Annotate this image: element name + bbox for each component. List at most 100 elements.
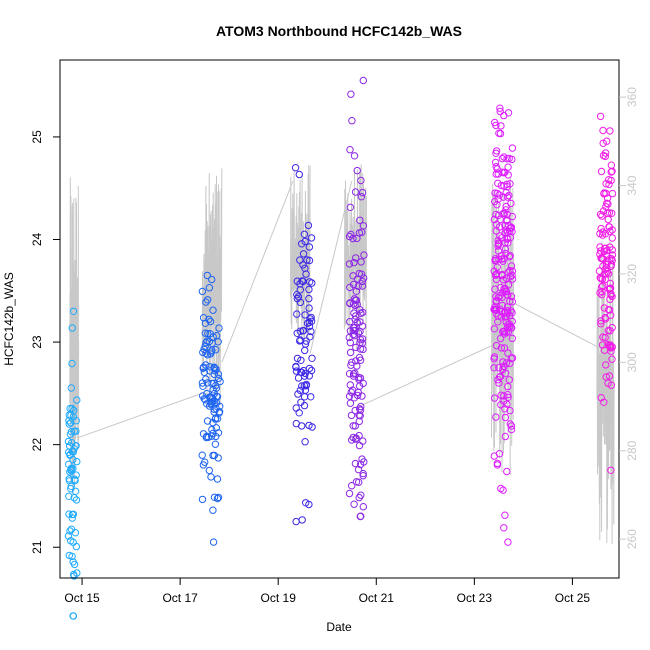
data-point (70, 445, 78, 453)
data-point (298, 382, 306, 390)
data-point (499, 358, 507, 366)
data-point (301, 438, 309, 446)
data-point (350, 309, 358, 317)
data-point (507, 422, 516, 430)
data-point (307, 327, 315, 336)
data-point (503, 467, 511, 476)
data-point (607, 161, 616, 169)
data-point (68, 359, 76, 368)
data-point (501, 209, 509, 218)
y2-tick-label: 280 (625, 440, 639, 460)
data-point (64, 437, 73, 446)
data-point (301, 386, 310, 394)
data-point (308, 354, 316, 362)
data-point (298, 240, 306, 248)
data-point (212, 384, 221, 392)
data-point (600, 190, 608, 198)
data-point (602, 180, 610, 188)
data-point (209, 506, 217, 514)
data-point (69, 510, 78, 518)
data-point (345, 392, 354, 400)
data-point (345, 232, 354, 241)
y-tick-label: 25 (30, 130, 44, 144)
data-point (349, 280, 358, 289)
data-point (66, 451, 74, 459)
data-point (202, 375, 210, 383)
data-point (508, 155, 516, 164)
data-point (304, 221, 313, 230)
data-point (206, 317, 215, 326)
data-point (65, 492, 73, 500)
data-point (602, 244, 610, 252)
data-point (307, 234, 316, 242)
data-point (357, 258, 365, 266)
data-point (607, 176, 615, 185)
data-point (212, 399, 221, 407)
data-point (606, 295, 614, 304)
altitude-transit-line (358, 344, 495, 407)
data-point (598, 341, 607, 349)
data-point (608, 234, 616, 242)
data-point (597, 317, 605, 325)
data-point (608, 251, 617, 259)
data-point (493, 201, 501, 209)
data-point (213, 475, 222, 483)
data-point (607, 311, 615, 319)
data-point (203, 271, 212, 280)
data-point (490, 305, 498, 314)
data-point (496, 107, 504, 116)
data-point (599, 126, 607, 135)
data-point (501, 284, 509, 293)
data-point (357, 491, 365, 499)
y-tick-label: 24 (30, 233, 44, 247)
data-point (491, 271, 500, 279)
data-point (607, 290, 615, 298)
data-point (346, 348, 355, 357)
data-point (504, 382, 512, 391)
data-point (506, 420, 514, 428)
data-point (359, 472, 367, 480)
data-point (603, 251, 611, 260)
data-point (349, 372, 358, 380)
y-tick-label: 22 (30, 438, 44, 452)
altitude-trace (69, 177, 80, 494)
data-point (595, 267, 604, 275)
data-point (212, 346, 220, 354)
data-point (493, 270, 501, 278)
data-point (506, 297, 514, 305)
data-point (603, 194, 612, 202)
x-tick-label: Oct 25 (555, 591, 591, 605)
data-point (346, 318, 354, 326)
data-point (356, 356, 365, 364)
data-point (203, 417, 212, 425)
data-point (597, 254, 605, 262)
data-point (501, 405, 509, 413)
data-point (198, 287, 207, 296)
data-point (353, 234, 361, 243)
data-point (500, 153, 508, 161)
data-point (292, 404, 300, 412)
data-point (507, 324, 516, 332)
data-point (293, 354, 302, 363)
data-point (204, 329, 212, 338)
data-point (359, 379, 367, 388)
data-point (305, 243, 314, 251)
data-point (213, 414, 222, 423)
data-point (352, 254, 360, 262)
data-point (351, 406, 359, 415)
data-point (293, 310, 301, 318)
y2-tick-label: 340 (625, 175, 639, 195)
data-point (500, 397, 508, 405)
data-point (501, 369, 510, 377)
data-point (203, 337, 211, 345)
data-point (358, 322, 367, 330)
x-axis: Oct 15 Oct 17 Oct 19 Oct 21 Oct 23 Oct 25 (64, 577, 591, 605)
data-point (305, 304, 313, 312)
data-point (305, 372, 313, 380)
data-point (494, 195, 502, 203)
data-point (501, 238, 509, 247)
data-point (295, 170, 303, 179)
data-point (598, 291, 606, 299)
data-point (492, 170, 500, 178)
data-point (497, 181, 506, 190)
